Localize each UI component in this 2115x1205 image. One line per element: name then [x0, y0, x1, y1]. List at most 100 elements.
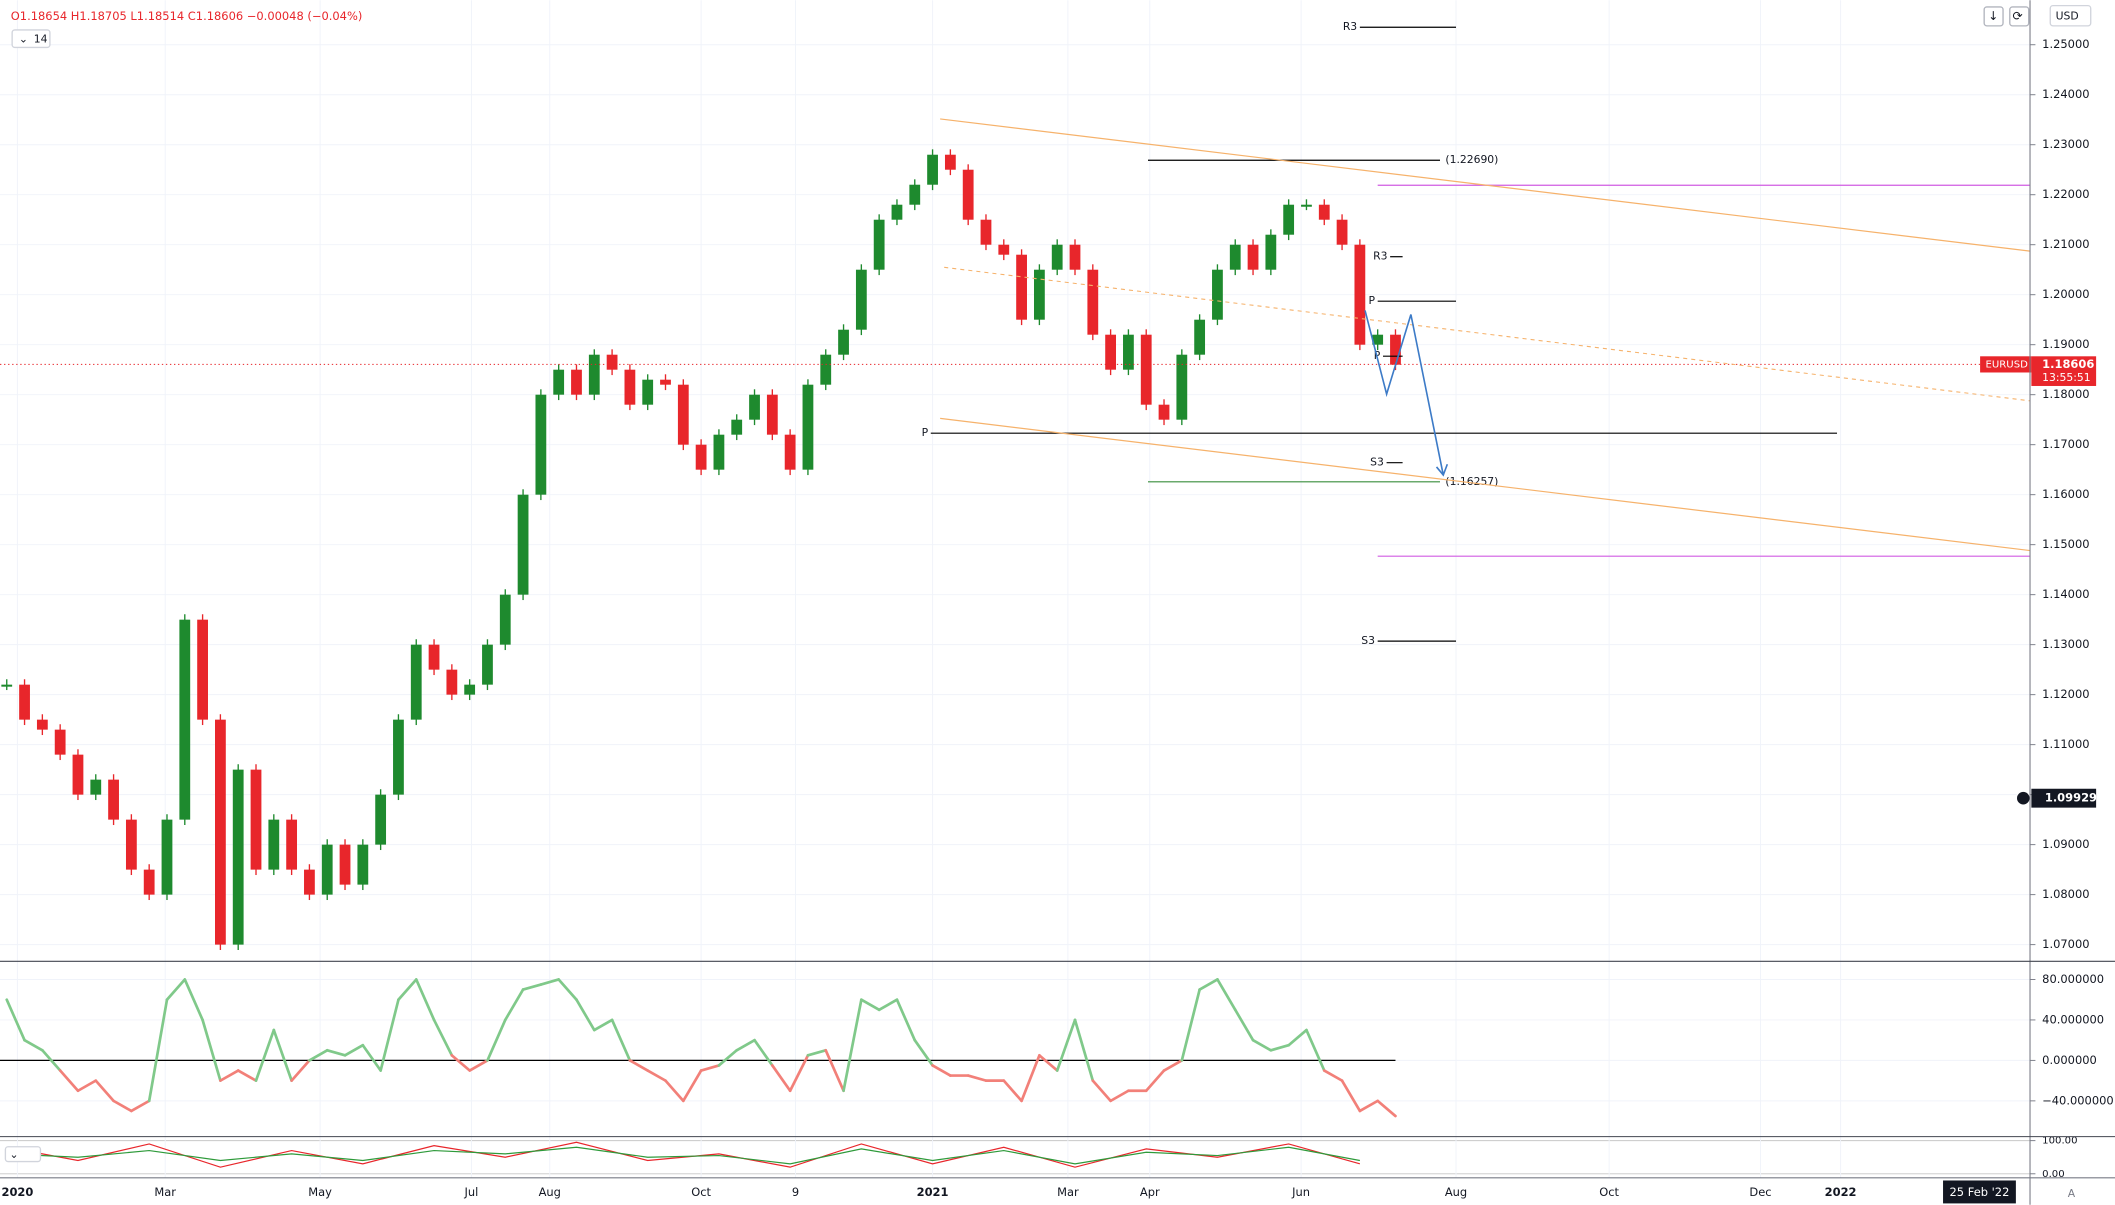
oscillator-segment	[486, 1018, 507, 1062]
candle	[1336, 219, 1348, 245]
oscillator-segment	[130, 1099, 151, 1113]
last-price-label: 1.18606	[2042, 357, 2094, 371]
oscillator-segment	[397, 978, 418, 1002]
candle	[766, 394, 778, 435]
oscillator-segment	[450, 1053, 472, 1072]
oscillator-segment	[343, 1043, 365, 1057]
y-tick-label: 1.22000	[2042, 187, 2089, 201]
x-tick-label: Oct	[1599, 1185, 1619, 1199]
oscillator-segment	[23, 1038, 44, 1052]
oscillator-segment	[41, 1048, 62, 1072]
auto-scale-button[interactable]: A	[2068, 1187, 2076, 1200]
x-tick-label: Mar	[1057, 1185, 1079, 1199]
candle	[143, 869, 155, 895]
candle	[588, 354, 600, 395]
candle	[499, 594, 511, 645]
candle	[357, 844, 369, 885]
oscillator-segment	[521, 983, 543, 991]
oscillator-segment	[735, 1038, 756, 1052]
candle	[19, 684, 30, 720]
refresh-icon: ⟳	[2012, 9, 2022, 23]
x-tick-label: Aug	[539, 1185, 561, 1199]
candle	[1105, 334, 1117, 370]
oscillator-segment	[753, 1038, 774, 1067]
interval-box[interactable]	[11, 29, 51, 49]
refresh-button[interactable]	[2009, 6, 2030, 27]
x-tick-label: Mar	[154, 1185, 176, 1199]
pivot-label: (1.22690)	[1445, 153, 1498, 166]
candle	[642, 379, 654, 405]
projection-arrow	[1364, 310, 1445, 476]
candle	[571, 369, 582, 395]
x-tick-label: Dec	[1749, 1185, 1771, 1199]
candle	[375, 794, 387, 845]
collapse-icon: ⌄	[19, 32, 28, 45]
candle	[446, 669, 458, 695]
oscillator-segment	[681, 1069, 703, 1103]
symbol-label: EURUSD	[1986, 359, 2029, 370]
x-tick-label: Apr	[1140, 1185, 1160, 1199]
y-tick-label: 1.07000	[2042, 937, 2089, 951]
candle	[410, 644, 422, 720]
y-tick-label: 1.25000	[2042, 37, 2089, 51]
candle	[1194, 319, 1206, 355]
pivot-label: R3	[1373, 250, 1387, 263]
candle	[606, 354, 618, 370]
indicator-line	[6, 1146, 1360, 1165]
x-tick-label: 2020	[1, 1185, 33, 1199]
oscillator-segment	[1251, 1038, 1273, 1052]
oscillator-segment	[1340, 1079, 1362, 1113]
candle	[820, 354, 832, 385]
oscillator-segment	[557, 978, 578, 1002]
oscillator-segment	[806, 1048, 828, 1057]
pivot-label: (1.16257)	[1445, 475, 1498, 488]
oscillator-segment	[1180, 988, 1201, 1062]
oscillator-segment	[1322, 1069, 1344, 1082]
download-button[interactable]	[1983, 6, 2004, 27]
candle	[1301, 204, 1312, 207]
oscillator-segment	[1109, 1089, 1130, 1103]
y-tick-label: 1.11000	[2042, 737, 2089, 751]
candle	[286, 819, 298, 870]
oscillator-segment	[1091, 1079, 1112, 1103]
candle	[962, 169, 974, 220]
y-tick-label: 1.12000	[2042, 687, 2089, 701]
currency[interactable]: USD	[2056, 9, 2079, 22]
candle	[108, 779, 119, 820]
candle	[1176, 354, 1188, 420]
candle	[268, 819, 280, 870]
oscillator-segment	[592, 1018, 614, 1032]
oscillator-segment	[699, 1064, 721, 1072]
currency-box[interactable]	[2049, 4, 2092, 27]
candle	[90, 779, 102, 795]
oscillator-segment	[717, 1048, 739, 1067]
y-tick-label: 1.20000	[2042, 287, 2089, 301]
oscillator-segment	[165, 978, 187, 1002]
trend-line	[940, 118, 2031, 252]
candle	[927, 154, 938, 185]
x-tick-label: Oct	[691, 1185, 711, 1199]
y-tick-label: 40.000000	[2042, 1012, 2104, 1026]
candle	[873, 219, 885, 270]
interval-value[interactable]: 14	[34, 32, 48, 45]
y-tick-label: 1.14000	[2042, 587, 2089, 601]
candle	[891, 204, 903, 220]
x-tick-label: May	[308, 1185, 332, 1199]
pivot-label: P	[922, 426, 929, 439]
candle	[1354, 244, 1366, 345]
ohlc-legend: O1.18654 H1.18705 L1.18514 C1.18606 −0.0…	[11, 9, 363, 23]
candle	[1, 684, 13, 687]
y-tick-label: 1.19000	[2042, 337, 2089, 351]
oscillator-segment	[1305, 1028, 1326, 1072]
oscillator-segment	[895, 998, 917, 1042]
add-alert-button[interactable]	[2016, 790, 2031, 806]
oscillator-segment	[628, 1059, 650, 1072]
oscillator-segment	[860, 998, 881, 1012]
candle	[1265, 234, 1277, 270]
y-tick-label: 1.09000	[2042, 837, 2089, 851]
oscillator-segment	[1376, 1099, 1397, 1118]
pane-legend-box[interactable]	[4, 1146, 42, 1163]
